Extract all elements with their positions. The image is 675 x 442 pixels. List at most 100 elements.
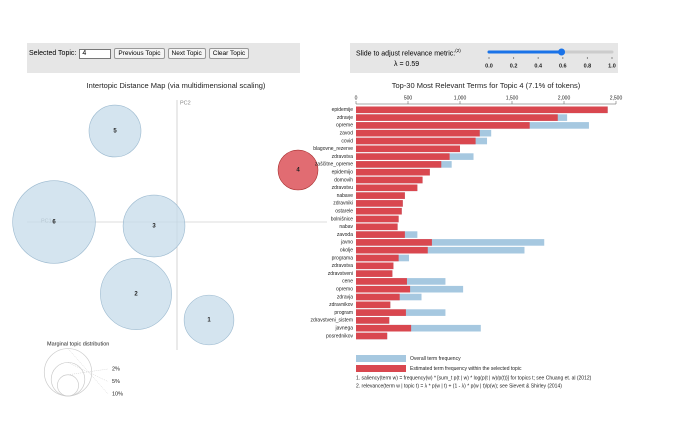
marginal-label: 5% [112,379,120,385]
term-bar[interactable] [356,293,400,301]
slider-tick-label: 0.2 [510,63,518,69]
term-label: zdravja [337,294,353,300]
term-bar[interactable] [356,246,428,254]
term-bar[interactable] [356,324,412,332]
term-bar[interactable] [356,239,432,246]
term-bar[interactable] [356,184,418,192]
term-bar[interactable] [356,231,405,238]
term-bar[interactable] [356,114,558,121]
term-label: zavoda [337,232,353,238]
term-bar[interactable] [356,285,411,293]
x-tick-label: 1,000 [454,95,467,101]
term-bar[interactable] [356,192,405,199]
selected-label: Selected Topic: [29,50,77,57]
legend-label: Overall term frequency [410,356,461,362]
term-bar[interactable] [356,176,423,184]
topic-input[interactable] [79,48,112,59]
topic-controls: Selected Topic: Previous Topic Next Topi… [27,43,300,73]
slider-tick-label: 0.6 [559,63,567,69]
term-label: bolnišnice [331,216,353,222]
term-label: nabave [337,193,354,199]
x-tick-label: 2,500 [610,95,623,101]
term-label: epidemije [332,107,354,113]
clear-button[interactable]: Clear Topic [208,48,250,59]
topic-circle[interactable] [88,104,142,158]
slider-note: (2) [455,48,461,53]
term-bar[interactable] [356,215,399,223]
topic-circle[interactable] [277,149,319,191]
topic-label: 2 [134,292,138,298]
term-label: covid [341,138,353,144]
term-label: zdravstva [332,263,354,269]
term-bar[interactable] [356,145,460,153]
term-bar[interactable] [356,207,402,215]
topic-circle[interactable] [122,194,186,258]
prev-button[interactable]: Previous Topic [114,48,165,59]
term-label: opremo [336,287,353,293]
marginal-label: 10% [112,391,123,397]
term-label: posrednikov [326,333,353,339]
term-bar[interactable] [356,246,525,254]
term-label: programa [332,255,354,261]
legend-label: Estimated term frequency within the sele… [410,366,522,372]
term-bar[interactable] [356,278,407,285]
term-bar[interactable] [356,332,388,340]
slider-handle[interactable] [558,48,566,56]
term-label: epidemijo [332,170,354,176]
term-bar[interactable] [356,239,545,246]
term-label: javnega [334,326,353,332]
marginal-leader [67,362,109,382]
term-bar[interactable] [356,223,398,231]
term-bar[interactable] [356,200,403,207]
term-bar[interactable] [356,317,390,324]
term-bar[interactable] [356,301,391,309]
term-label: blagovne_rezerve [313,146,353,152]
term-label: zdravstveni_sistem [310,318,353,324]
term-label: opreme [336,123,353,129]
slider-tick-label: 1.0 [608,63,616,69]
term-bar[interactable] [356,262,394,270]
term-bar[interactable] [356,324,481,332]
next-button[interactable]: Next Topic [167,48,206,59]
topic-circle[interactable] [183,294,235,346]
term-bar[interactable] [356,122,530,129]
term-bar[interactable] [356,106,608,114]
topic-circle[interactable] [12,180,96,264]
term-label: domovih [334,177,353,183]
slider-tick-label: 0.0 [485,63,493,69]
term-label: zdravnikov [329,302,353,308]
slider-text: Slide to adjust relevance metric: [356,50,456,58]
term-bar[interactable] [356,254,399,262]
x-tick-label: 2,000 [558,95,571,101]
bar-title: Top-30 Most Relevant Terms for Topic 4 (… [392,81,581,90]
marginal-circle [50,362,86,397]
term-bar[interactable] [356,168,430,176]
term-label: zdravstveni [328,271,353,277]
term-label: zdravstva [332,154,354,160]
topic-label: 4 [296,168,300,174]
topic-label: 1 [207,318,211,324]
term-label: nabav [339,224,353,230]
term-label: program [334,310,353,316]
term-bar[interactable] [356,129,480,137]
term-bar[interactable] [356,161,442,168]
term-bar[interactable] [356,270,393,277]
x-tick-label: 0 [355,95,358,101]
term-bar[interactable] [356,309,406,316]
legend-swatch [356,355,406,362]
marginal-title: Marginal topic distribution [47,341,109,347]
slider-label: Slide to adjust relevance metric:(2) [356,48,461,57]
pc2-label: PC2 [180,100,191,106]
term-label: zdravje [337,115,353,121]
term-label: zdravstvu [332,185,354,191]
term-label: cene [342,279,353,285]
marginal-leader [67,348,109,395]
topic-circle[interactable] [100,258,172,330]
term-bar[interactable] [356,153,450,160]
topic-label: 5 [113,129,117,135]
term-bar[interactable] [356,137,476,145]
legend-swatch [356,365,406,372]
x-tick-label: 1,500 [506,95,519,101]
